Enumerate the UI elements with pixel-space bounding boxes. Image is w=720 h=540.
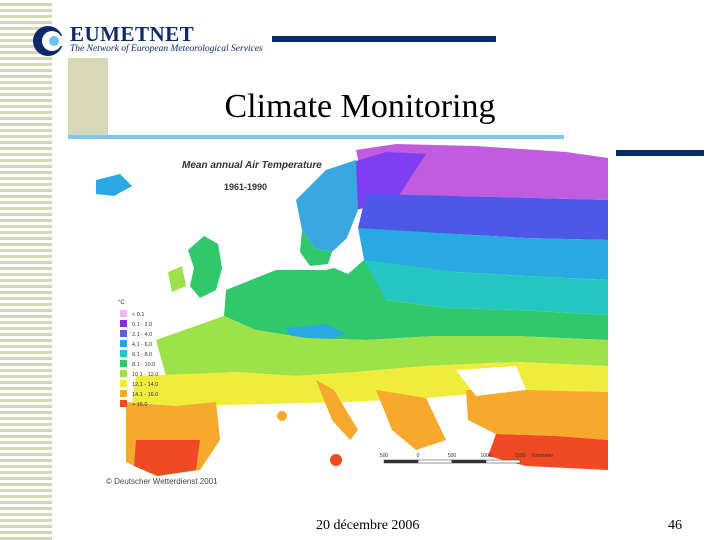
page-number: 46 [668,518,682,533]
legend-label: 2.1 - 4.0 [132,332,152,338]
org-name: EUMETNET [70,22,195,46]
legend-swatch [120,340,127,347]
slide-title-text: Climate Monitoring [224,88,496,125]
scale-segment [451,459,487,464]
legend-label: 10.1 - 12.0 [132,372,158,378]
scale-label: 500 [448,453,457,459]
scale-label: 0 [417,453,420,459]
legend-swatch [120,400,127,407]
map-legend: < 0.1 0.1 - 2.0 2.1 - 4.0 4.1 - 6.0 6.1 - 8.… [120,310,158,408]
legend-swatch [120,330,127,337]
legend-swatch [120,380,127,387]
legend-swatch [120,310,127,317]
scale-segment [383,459,419,464]
temperature-map: Mean annual Air Temperature 1961-1990 < … [96,140,616,492]
scale-label: Kilometer [532,453,553,459]
decorative-olive-block [68,58,108,138]
org-tagline: The Network of European Meteorological S… [70,44,263,54]
map-credit: © Deutscher Wetterdienst 2001 [106,477,218,486]
legend-unit: °C [118,300,125,306]
legend-swatch [120,370,127,377]
legend-label: 14.1 - 16.0 [132,392,158,398]
legend-swatch [120,360,127,367]
decorative-bar-top [272,36,496,42]
legend-label: 4.1 - 6.0 [132,342,152,348]
decorative-stripes [0,0,52,540]
legend-swatch [120,350,127,357]
scale-label: 500 [380,453,389,459]
legend-label: 12.1 - 14.0 [132,382,158,388]
map-title: Mean annual Air Temperature [182,160,322,171]
footer-date: 20 décembre 2006 [316,518,420,533]
map-land [96,144,608,476]
title-underline [68,135,564,139]
decorative-bar-right [616,150,704,156]
scale-bar: 500 0 500 1000 1500 Kilometer [380,453,553,464]
legend-swatch [120,320,127,327]
legend-label: 0.1 - 2.0 [132,322,152,328]
scale-segment [485,459,521,464]
legend-label: > 16.0 [132,402,147,408]
legend-label: 8.1 - 10.0 [132,362,155,368]
eumetnet-swirl-icon [33,26,66,56]
slide-title: Climate Monitoring [0,88,720,126]
eumetnet-logo [30,20,270,62]
legend-label: < 0.1 [132,312,144,318]
legend-swatch [120,390,127,397]
scale-label: 1500 [514,453,525,459]
scale-segment [417,459,453,464]
legend-label: 6.1 - 8.0 [132,352,152,358]
map-period: 1961-1990 [224,182,267,192]
scale-label: 1000 [480,453,491,459]
europe-temperature-map: Mean annual Air Temperature 1961-1990 < … [96,140,616,492]
